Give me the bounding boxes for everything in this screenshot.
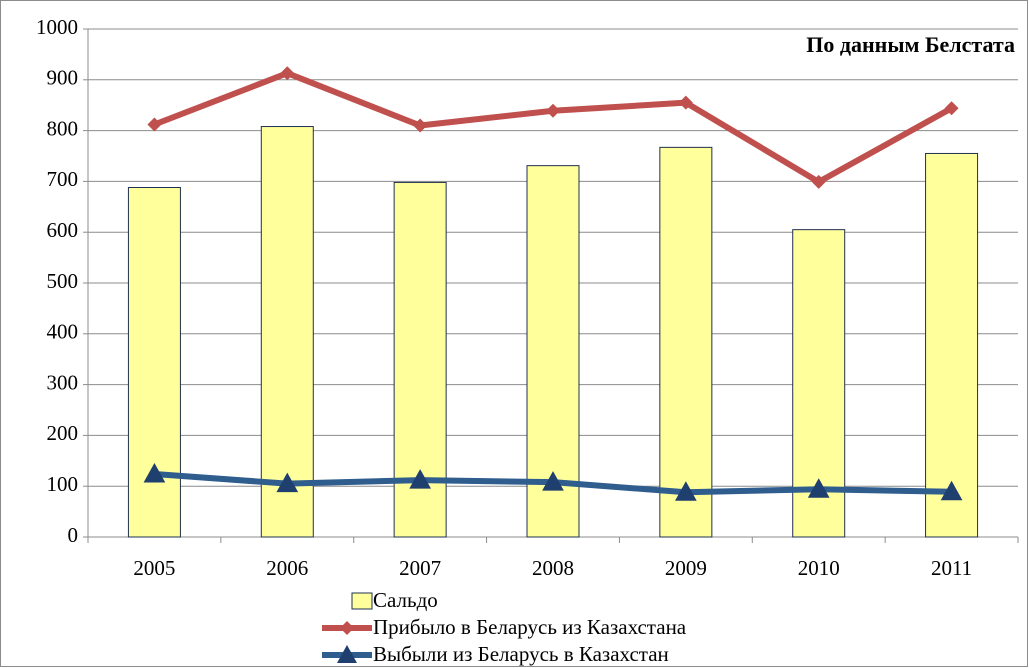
marker <box>143 462 166 483</box>
marker <box>807 478 830 498</box>
marker <box>675 481 697 501</box>
y-tick-label: 200 <box>47 421 79 445</box>
legend-marker <box>337 645 357 663</box>
marker <box>811 174 826 189</box>
y-tick-label: 0 <box>68 523 79 547</box>
bar <box>260 126 314 538</box>
marker <box>546 103 560 118</box>
x-tick-label: 2009 <box>665 556 707 580</box>
y-tick-label: 700 <box>47 167 79 191</box>
y-tick-label: 100 <box>47 472 79 496</box>
marker <box>944 101 959 116</box>
y-tick-label: 900 <box>47 66 79 90</box>
legend-label: Прибыло в Беларусь из Казахстана <box>373 615 687 639</box>
x-tick-label: 2010 <box>798 556 840 580</box>
marker <box>678 95 693 110</box>
marker <box>280 66 295 81</box>
bar <box>925 152 979 538</box>
x-tick-label: 2007 <box>399 556 441 580</box>
y-tick-label: 300 <box>47 370 79 394</box>
y-tick-label: 400 <box>47 320 79 344</box>
legend-label: Выбыли из Беларусь в Казахстан <box>373 642 669 666</box>
y-tick-label: 800 <box>47 116 79 140</box>
marker <box>276 472 299 493</box>
legend-marker <box>340 621 354 635</box>
y-tick-label: 500 <box>47 269 79 293</box>
bar <box>659 146 713 538</box>
legend-label: Сальдо <box>373 588 438 612</box>
x-tick-label: 2005 <box>133 556 175 580</box>
marker <box>542 471 564 491</box>
legend-swatch <box>351 592 373 610</box>
y-tick-label: 600 <box>47 218 79 242</box>
bar <box>127 186 181 538</box>
marker <box>940 480 963 501</box>
x-tick-label: 2011 <box>931 556 972 580</box>
y-tick-label: 1000 <box>36 15 78 39</box>
chart-title: По данным Белстата <box>806 32 1015 57</box>
x-tick-label: 2006 <box>266 556 308 580</box>
marker <box>413 118 428 133</box>
marker <box>409 469 431 489</box>
x-tick-label: 2008 <box>532 556 574 580</box>
marker <box>147 117 162 132</box>
